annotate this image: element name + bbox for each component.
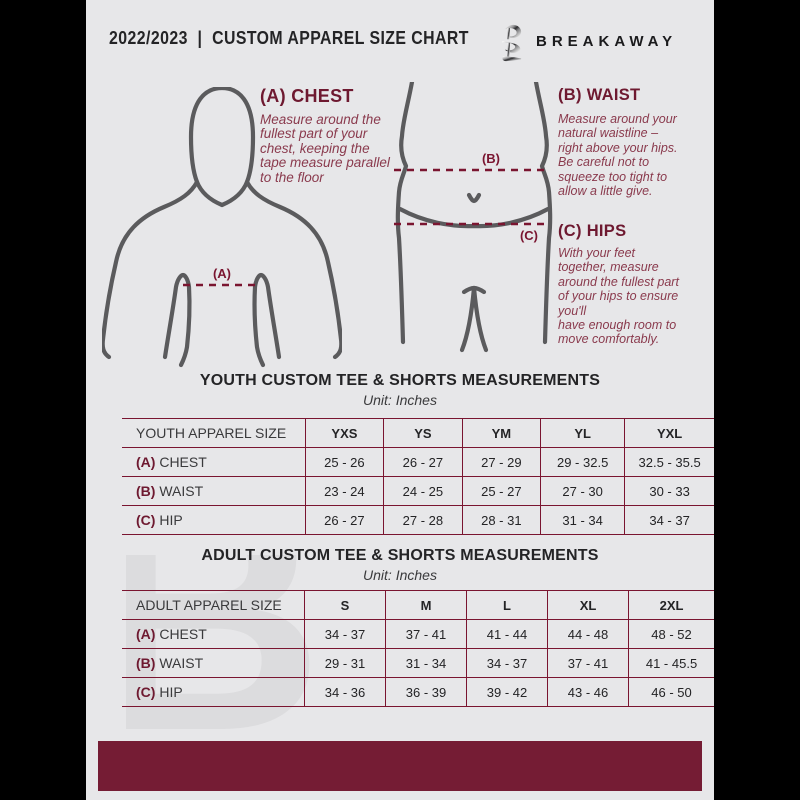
svg-text:(B): (B) — [482, 151, 500, 166]
svg-text:(C): (C) — [520, 228, 538, 243]
svg-text:(A): (A) — [213, 266, 231, 281]
